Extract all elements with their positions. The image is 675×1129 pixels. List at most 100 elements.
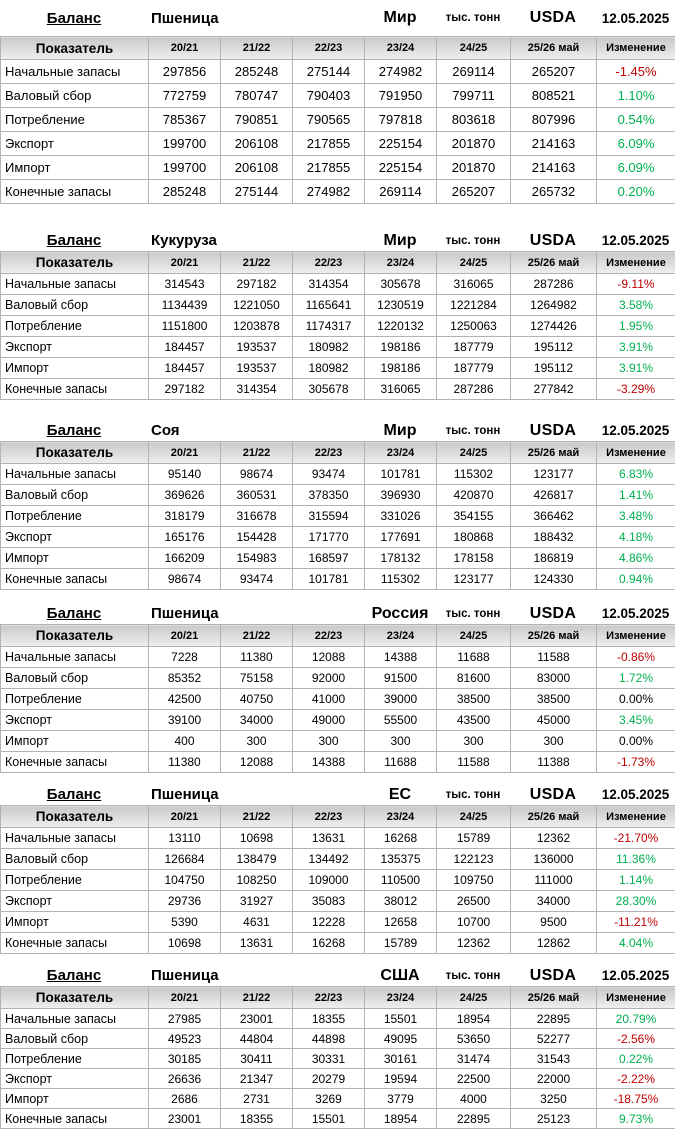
column-header: 23/24 bbox=[365, 987, 437, 1009]
region-label: Мир bbox=[364, 232, 436, 250]
table-title-row: Баланс Кукуруза Мир тыс. тонн USDA 12.05… bbox=[0, 230, 675, 251]
value-cell: 10698 bbox=[149, 933, 221, 954]
row-label: Начальные запасы bbox=[1, 647, 149, 668]
change-cell: -11.21% bbox=[597, 912, 675, 933]
column-header: 20/21 bbox=[149, 37, 221, 60]
value-cell: 1203878 bbox=[221, 316, 293, 337]
column-header: Изменение bbox=[597, 987, 675, 1009]
column-header: 22/23 bbox=[293, 987, 365, 1009]
region-label: Мир bbox=[364, 422, 436, 440]
report-date: 12.05.2025 bbox=[596, 606, 675, 621]
column-header: 24/25 bbox=[437, 806, 511, 828]
value-cell: 369626 bbox=[149, 485, 221, 506]
value-cell: 83000 bbox=[511, 668, 597, 689]
column-header: 21/22 bbox=[221, 252, 293, 274]
row-label: Импорт bbox=[1, 731, 149, 752]
value-cell: 4631 bbox=[221, 912, 293, 933]
value-cell: 31927 bbox=[221, 891, 293, 912]
change-cell: -1.45% bbox=[597, 60, 675, 84]
column-header: 25/26 май bbox=[511, 987, 597, 1009]
value-cell: 31474 bbox=[437, 1049, 511, 1069]
value-cell: 314543 bbox=[149, 274, 221, 295]
value-cell: 109750 bbox=[437, 870, 511, 891]
value-cell: 122123 bbox=[437, 849, 511, 870]
value-cell: 315594 bbox=[293, 506, 365, 527]
column-header: 20/21 bbox=[149, 625, 221, 647]
column-header-indicator: Показатель bbox=[1, 806, 149, 828]
change-cell: 0.54% bbox=[597, 108, 675, 132]
value-cell: 52277 bbox=[511, 1029, 597, 1049]
value-cell: 287286 bbox=[511, 274, 597, 295]
value-cell: 195112 bbox=[511, 358, 597, 379]
change-cell: 0.00% bbox=[597, 689, 675, 710]
row-label: Потребление bbox=[1, 506, 149, 527]
region-label: ЕС bbox=[364, 786, 436, 804]
value-cell: 11380 bbox=[221, 647, 293, 668]
value-cell: 180868 bbox=[437, 527, 511, 548]
change-cell: 1.41% bbox=[597, 485, 675, 506]
value-cell: 300 bbox=[221, 731, 293, 752]
balance-table-soy-world: Баланс Соя Мир тыс. тонн USDA 12.05.2025… bbox=[0, 420, 675, 590]
row-label: Начальные запасы bbox=[1, 464, 149, 485]
row-label: Валовый сбор bbox=[1, 668, 149, 689]
value-cell: 177691 bbox=[365, 527, 437, 548]
value-cell: 265207 bbox=[511, 60, 597, 84]
report-date: 12.05.2025 bbox=[596, 968, 675, 983]
value-cell: 199700 bbox=[149, 156, 221, 180]
value-cell: 9500 bbox=[511, 912, 597, 933]
change-cell: 6.09% bbox=[597, 156, 675, 180]
value-cell: 135375 bbox=[365, 849, 437, 870]
change-cell: -9.11% bbox=[597, 274, 675, 295]
value-cell: 49095 bbox=[365, 1029, 437, 1049]
column-header: 25/26 май bbox=[511, 442, 597, 464]
row-label: Потребление bbox=[1, 870, 149, 891]
value-cell: 23001 bbox=[221, 1009, 293, 1029]
value-cell: 1151800 bbox=[149, 316, 221, 337]
value-cell: 16268 bbox=[365, 828, 437, 849]
value-cell: 400 bbox=[149, 731, 221, 752]
value-cell: 15789 bbox=[365, 933, 437, 954]
value-cell: 217855 bbox=[293, 156, 365, 180]
change-cell: 3.48% bbox=[597, 506, 675, 527]
row-label: Потребление bbox=[1, 689, 149, 710]
value-cell: 396930 bbox=[365, 485, 437, 506]
change-cell: 4.04% bbox=[597, 933, 675, 954]
row-label: Потребление bbox=[1, 1049, 149, 1069]
value-cell: 22000 bbox=[511, 1069, 597, 1089]
column-header: 21/22 bbox=[221, 37, 293, 60]
value-cell: 115302 bbox=[437, 464, 511, 485]
value-cell: 420870 bbox=[437, 485, 511, 506]
value-cell: 201870 bbox=[437, 132, 511, 156]
value-cell: 18954 bbox=[437, 1009, 511, 1029]
column-header: 21/22 bbox=[221, 442, 293, 464]
column-header: 24/25 bbox=[437, 625, 511, 647]
row-label: Валовый сбор bbox=[1, 485, 149, 506]
row-label: Импорт bbox=[1, 1089, 149, 1109]
row-label: Экспорт bbox=[1, 527, 149, 548]
value-cell: 277842 bbox=[511, 379, 597, 400]
value-cell: 1274426 bbox=[511, 316, 597, 337]
region-label: Мир bbox=[364, 9, 436, 27]
value-cell: 11388 bbox=[511, 752, 597, 773]
balance-table-wheat-world: Баланс Пшеница Мир тыс. тонн USDA 12.05.… bbox=[0, 0, 675, 204]
commodity-label: Пшеница bbox=[148, 605, 364, 622]
change-cell: -3.29% bbox=[597, 379, 675, 400]
value-cell: 1250063 bbox=[437, 316, 511, 337]
value-cell: 26636 bbox=[149, 1069, 221, 1089]
value-cell: 354155 bbox=[437, 506, 511, 527]
source-label: USDA bbox=[510, 967, 596, 985]
